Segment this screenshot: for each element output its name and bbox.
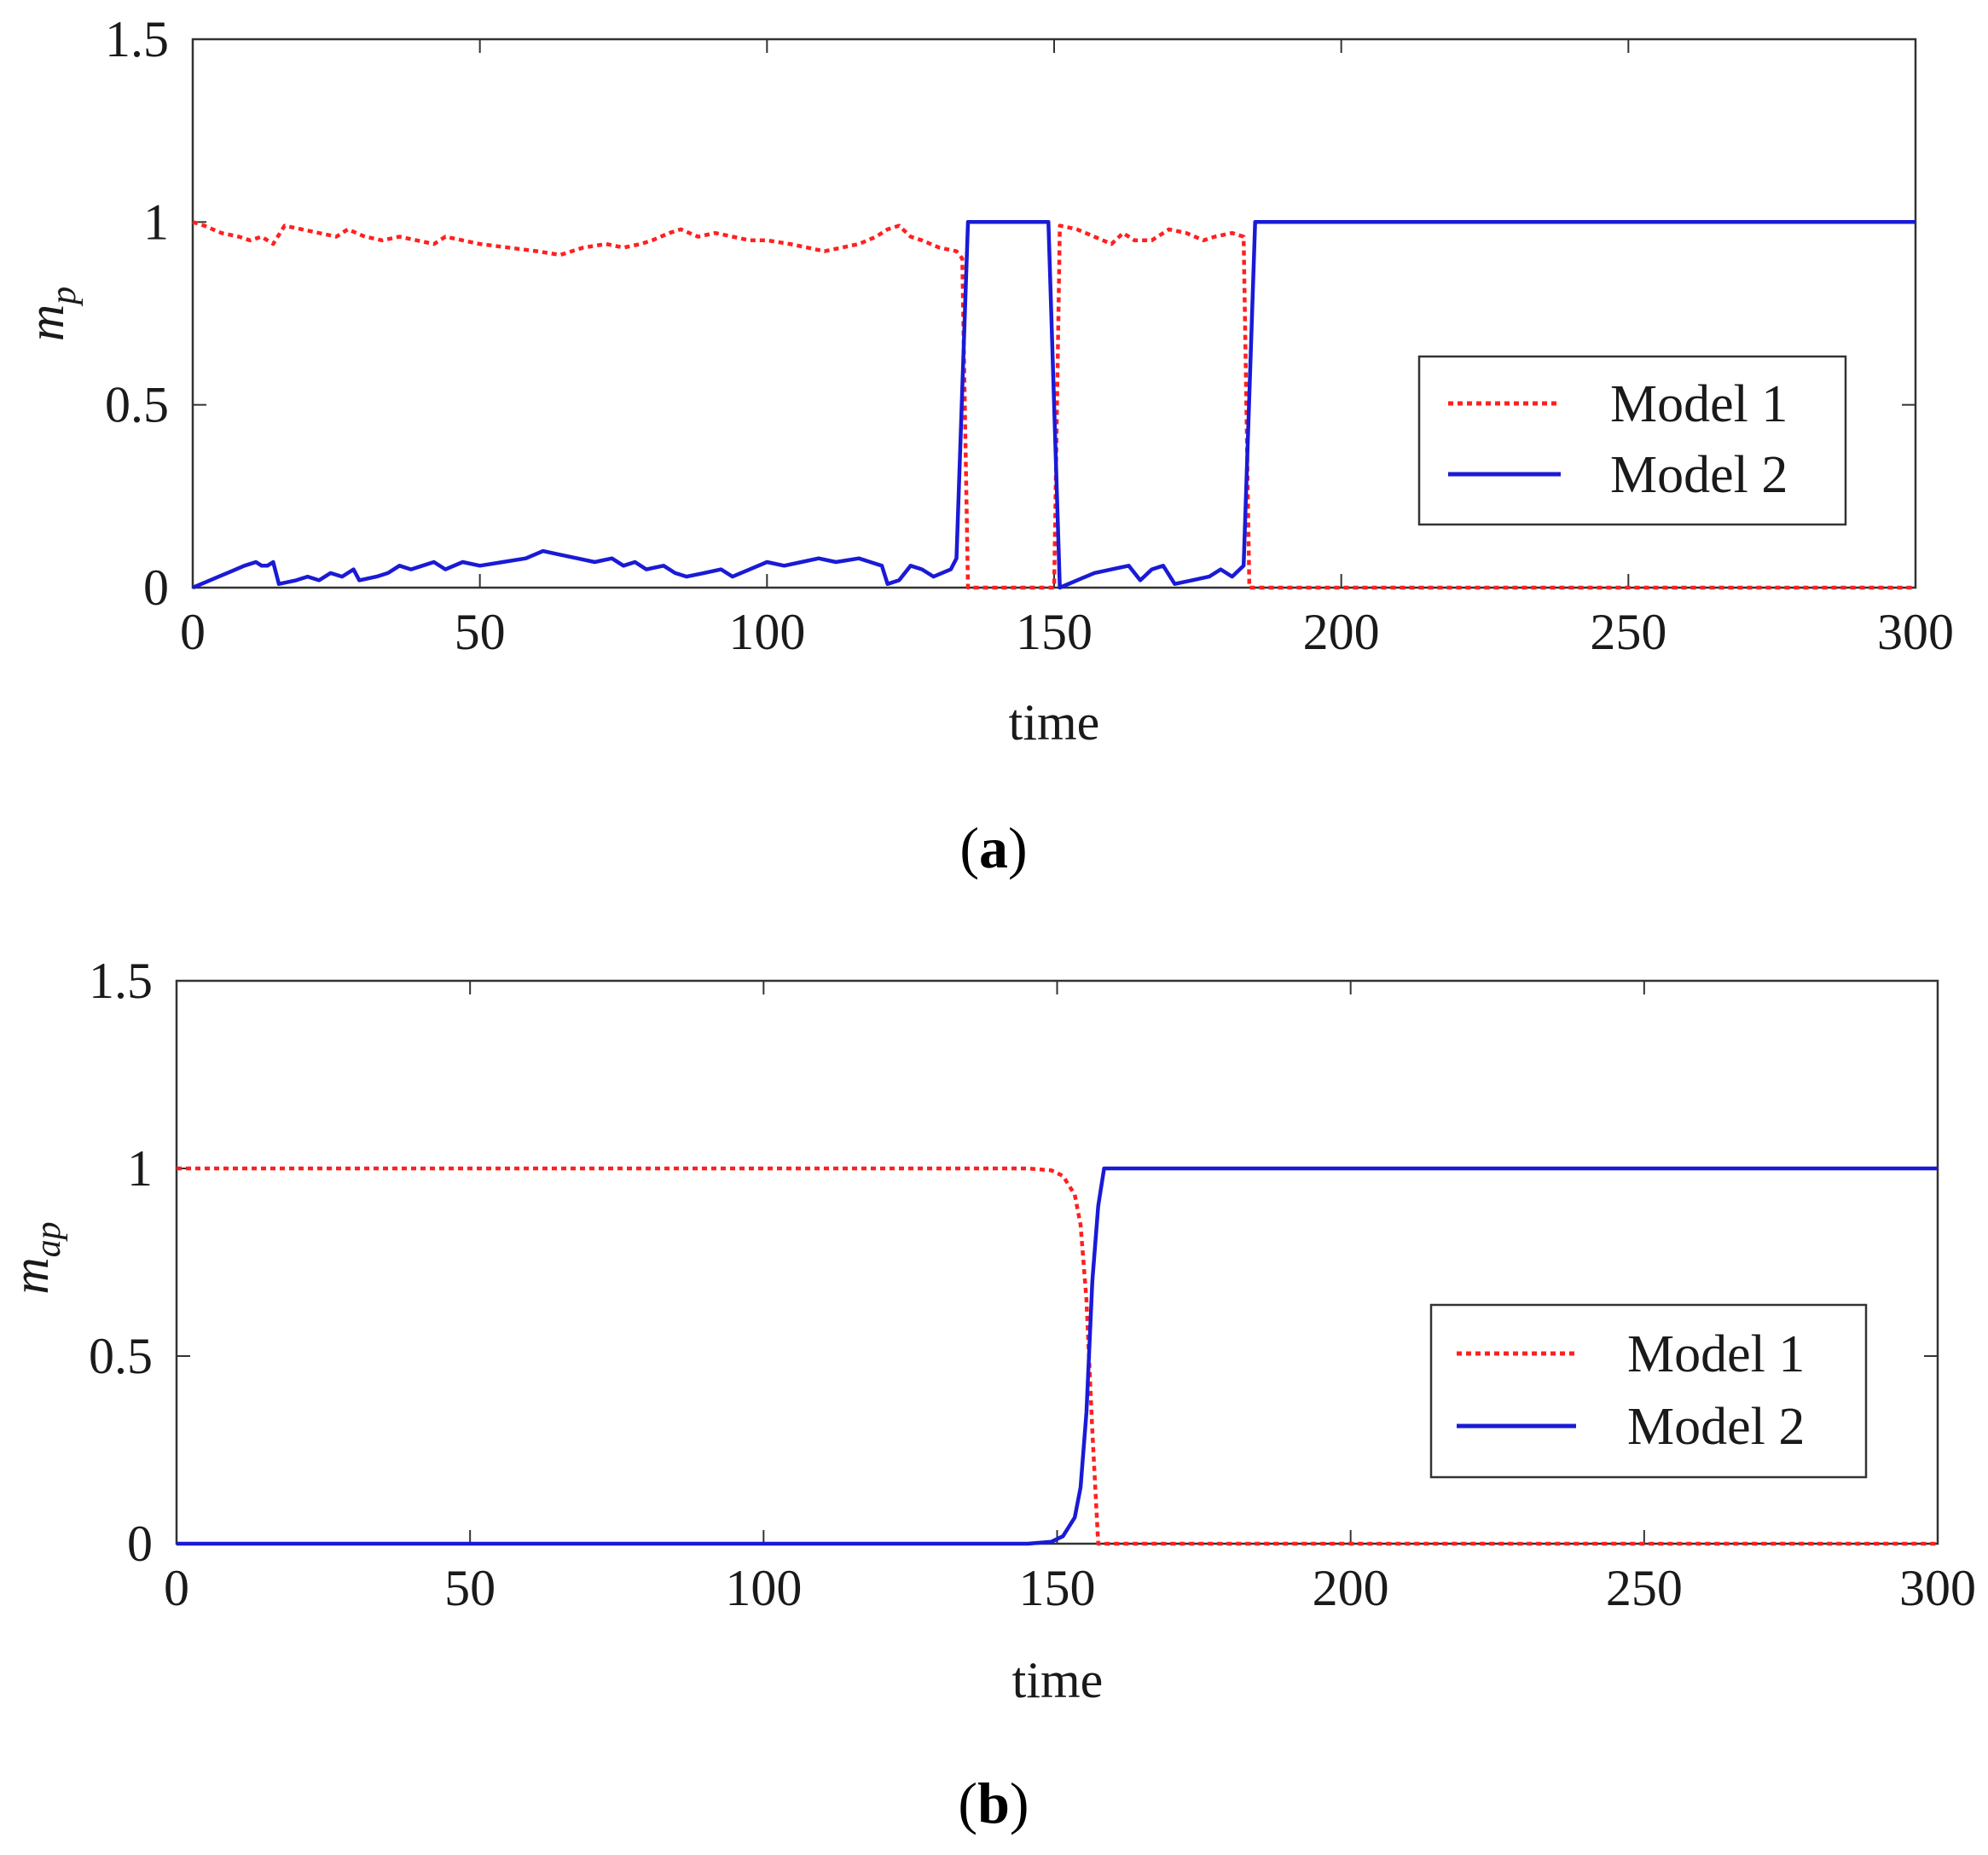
x-tick-label: 250 [1606, 1560, 1683, 1616]
x-tick-label: 100 [725, 1560, 802, 1616]
x-tick-label: 50 [455, 604, 506, 660]
x-tick-label: 100 [728, 604, 805, 660]
x-tick-label: 200 [1313, 1560, 1389, 1616]
x-tick-label: 0 [180, 604, 206, 660]
y-tick-label: 0.5 [89, 1328, 153, 1384]
y-tick-label: 1.5 [105, 11, 169, 67]
series-layer [192, 220, 1916, 590]
chart-panel-a: 0 50 100 150 200 250 300 0 0.5 1 1.5 time mp Model… [18, 11, 1954, 880]
series-line-model-2 [177, 1166, 1938, 1546]
y-axis-label: mp [18, 287, 84, 341]
axis-ticks: 0 50 100 150 200 250 300 0 0.5 1 1.5 [89, 953, 1976, 1616]
series-line-model-1 [192, 220, 1916, 590]
legend-label-model-1: Model 1 [1627, 1325, 1805, 1383]
axis-ticks: 0 50 100 150 200 250 300 0 0.5 1 1.5 [105, 11, 1954, 660]
series-line-model-1 [177, 1166, 1938, 1546]
x-tick-label: 150 [1016, 604, 1093, 660]
legend-label-model-2: Model 2 [1610, 446, 1788, 504]
legend-label-model-1: Model 1 [1610, 375, 1788, 433]
legend-box [1429, 1303, 1868, 1479]
x-tick-label: 50 [444, 1560, 496, 1616]
y-tick-label: 1 [127, 1140, 153, 1197]
panel-caption-b: (b) [958, 1771, 1029, 1835]
x-tick-label: 150 [1019, 1560, 1096, 1616]
panel-caption-a: (a) [959, 815, 1027, 880]
x-tick-label: 300 [1899, 1560, 1976, 1616]
y-axis-label: map [3, 1221, 68, 1294]
x-tick-label: 0 [164, 1560, 189, 1616]
series-layer [177, 1166, 1938, 1546]
legend-box [1417, 355, 1847, 526]
legend: Model 1 Model 2 [1429, 1303, 1868, 1479]
y-tick-label: 1.5 [89, 953, 153, 1009]
x-axis-label: time [1009, 694, 1100, 751]
y-tick-label: 0 [127, 1516, 153, 1572]
x-tick-label: 250 [1590, 604, 1666, 660]
y-tick-label: 0.5 [105, 377, 169, 433]
x-tick-label: 300 [1877, 604, 1954, 660]
series-line-model-2 [192, 220, 1916, 590]
x-axis-label: time [1012, 1652, 1104, 1708]
legend: Model 1 Model 2 [1417, 355, 1847, 526]
legend-label-model-2: Model 2 [1627, 1398, 1805, 1456]
y-tick-label: 0 [143, 559, 169, 616]
y-tick-label: 1 [143, 194, 169, 250]
chart-panel-b: 0 50 100 150 200 250 300 0 0.5 1 1.5 time map Mode… [3, 953, 1976, 1835]
x-tick-label: 200 [1303, 604, 1380, 660]
